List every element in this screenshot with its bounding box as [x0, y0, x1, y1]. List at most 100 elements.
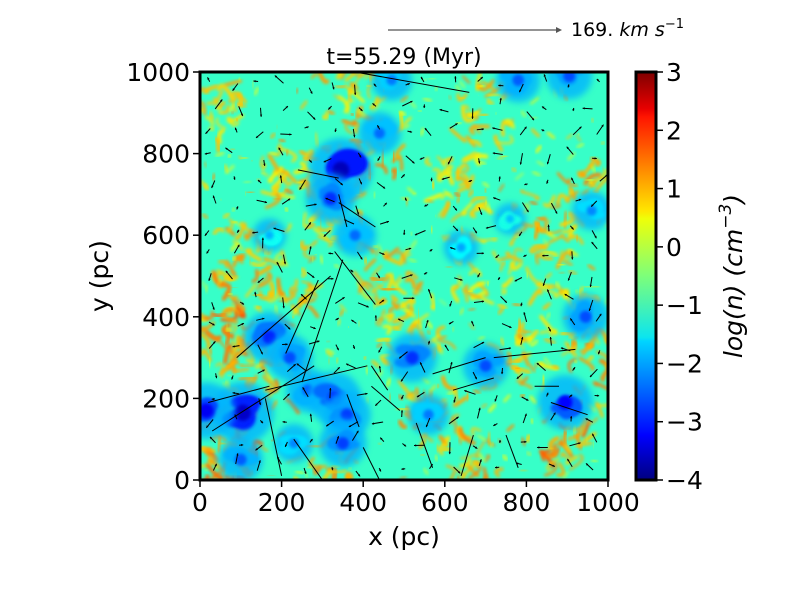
velocity-vector-head	[594, 235, 597, 239]
velocity-vector-head	[523, 312, 526, 315]
velocity-vector-head	[262, 369, 265, 372]
dense-region	[449, 72, 523, 152]
velocity-vector-head	[401, 379, 404, 382]
diffuse-region	[572, 191, 608, 231]
velocity-vector-head	[572, 108, 575, 111]
velocity-vector-head	[498, 277, 501, 280]
velocity-vector-head	[336, 347, 339, 351]
velocity-vector-head	[236, 207, 239, 210]
diffuse-region	[537, 375, 593, 430]
x-tick-label: 400	[339, 488, 387, 517]
velocity-vector-head	[402, 174, 405, 177]
velocity-vector-head	[448, 451, 451, 455]
velocity-vector-head	[454, 208, 457, 211]
velocity-vector-head	[326, 424, 329, 427]
velocity-vector-head	[546, 392, 549, 395]
velocity-vector-head	[231, 377, 234, 380]
x-tick-label: 600	[421, 488, 469, 517]
velocity-vector-head	[382, 252, 385, 255]
velocity-vector-head	[236, 453, 239, 456]
velocity-vector-head	[457, 471, 461, 474]
velocity-vector-head	[308, 222, 311, 225]
velocity-vector-head	[211, 185, 214, 188]
velocity-vector-head	[585, 418, 588, 421]
velocity-vector-head	[282, 420, 285, 424]
velocity-vector-head	[408, 247, 412, 250]
velocity-vector-head	[504, 300, 507, 303]
velocity-vector-head	[481, 300, 484, 303]
velocity-vector-head	[498, 176, 501, 179]
y-axis-ticks: 0 200 400 600 800 1000	[126, 58, 200, 495]
velocity-vector-head	[352, 346, 355, 349]
diffuse-region	[308, 138, 373, 202]
velocity-vector-head	[331, 467, 334, 470]
velocity-vector-head	[441, 177, 445, 180]
velocity-vector-head	[479, 459, 482, 462]
diffuse-region	[387, 332, 437, 383]
velocity-vector-head	[524, 183, 527, 186]
velocity-vector-head	[430, 249, 433, 252]
velocity-vector-head	[225, 270, 228, 274]
velocity-vector-head	[386, 220, 389, 224]
velocity-vector-head	[572, 367, 576, 370]
velocity-vector-head	[206, 425, 209, 428]
colorbar-tick-label: 2	[666, 116, 682, 145]
velocity-vector-head	[498, 440, 502, 443]
velocity-vector-long	[264, 398, 283, 477]
velocity-vector-head	[481, 252, 484, 255]
velocity-vector-head	[471, 116, 474, 119]
velocity-vector-head	[547, 224, 550, 227]
velocity-vector-head	[519, 89, 522, 93]
velocity-vector-head	[471, 320, 474, 324]
velocity-vector-head	[524, 126, 527, 130]
velocity-vector-head	[492, 152, 495, 155]
velocity-vector-head	[590, 374, 593, 377]
velocity-vector-head	[289, 133, 292, 136]
velocity-vector-head	[495, 466, 498, 469]
velocity-vector-long	[293, 438, 323, 480]
velocity-vector-head	[377, 158, 380, 161]
velocity-vector-head	[569, 394, 573, 397]
velocity-vector-head	[501, 371, 504, 375]
velocity-vector-head	[274, 75, 278, 78]
velocity-vector-head	[334, 129, 337, 132]
velocity-vector-head	[427, 340, 431, 344]
velocity-vector-head	[516, 376, 520, 379]
velocity-vector-head	[287, 198, 291, 201]
velocity-vector-head	[481, 128, 484, 131]
velocity-vector-head	[448, 161, 451, 165]
velocity-vector-head	[204, 233, 208, 236]
velocity-vector-head	[498, 84, 501, 87]
velocity-vector-head	[592, 433, 595, 437]
velocity-vector-head	[360, 108, 363, 111]
velocity-vector-head	[282, 306, 285, 309]
velocity-vector-head	[519, 162, 522, 165]
velocity-vector-head	[424, 272, 427, 275]
velocity-vector-head	[225, 147, 228, 150]
velocity-vector-head	[543, 74, 546, 77]
velocity-vector-head	[285, 343, 288, 346]
velocity-vector-head	[212, 323, 215, 326]
diffuse-region	[462, 342, 509, 389]
velocity-vector-head	[495, 255, 498, 258]
velocity-vector-head	[499, 97, 502, 101]
velocity-vector-head	[206, 251, 209, 254]
velocity-vector-head	[531, 117, 534, 121]
velocity-vector-long	[208, 385, 270, 403]
velocity-vector-head	[419, 157, 423, 160]
diffuse-region	[333, 214, 377, 257]
velocity-vector-head	[474, 446, 478, 449]
velocity-vector-long	[460, 434, 474, 477]
velocity-vector-head	[524, 440, 527, 444]
velocity-vector-long	[362, 447, 380, 480]
velocity-vector-head	[261, 237, 264, 240]
velocity-vector-head	[331, 277, 334, 280]
velocity-vector-head	[450, 362, 453, 365]
velocity-vector-head	[571, 177, 574, 181]
velocity-vector-head	[570, 416, 573, 419]
velocity-vector-head	[570, 318, 573, 321]
x-tick-label: 1000	[576, 488, 640, 517]
velocity-vector-long	[211, 365, 315, 432]
x-tick-label: 800	[503, 488, 551, 517]
y-tick-label: 800	[142, 140, 190, 169]
